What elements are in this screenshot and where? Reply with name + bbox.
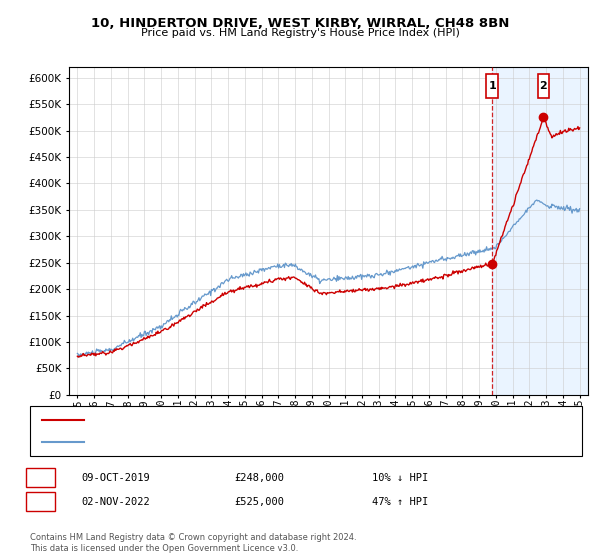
Text: 2: 2 <box>539 81 547 91</box>
Text: 1: 1 <box>37 473 44 483</box>
Text: Price paid vs. HM Land Registry's House Price Index (HPI): Price paid vs. HM Land Registry's House … <box>140 28 460 38</box>
Text: 10, HINDERTON DRIVE, WEST KIRBY, WIRRAL, CH48 8BN: 10, HINDERTON DRIVE, WEST KIRBY, WIRRAL,… <box>91 17 509 30</box>
Text: 10% ↓ HPI: 10% ↓ HPI <box>372 473 428 483</box>
Text: £248,000: £248,000 <box>234 473 284 483</box>
Text: 10, HINDERTON DRIVE, WEST KIRBY, WIRRAL, CH48 8BN (detached house): 10, HINDERTON DRIVE, WEST KIRBY, WIRRAL,… <box>90 415 455 425</box>
Text: 02-NOV-2022: 02-NOV-2022 <box>81 497 150 507</box>
Text: 09-OCT-2019: 09-OCT-2019 <box>81 473 150 483</box>
Text: 2: 2 <box>37 497 44 507</box>
Text: 1: 1 <box>488 81 496 91</box>
FancyBboxPatch shape <box>487 74 498 99</box>
Text: HPI: Average price, detached house, Wirral: HPI: Average price, detached house, Wirr… <box>90 437 299 447</box>
Text: 47% ↑ HPI: 47% ↑ HPI <box>372 497 428 507</box>
Text: Contains HM Land Registry data © Crown copyright and database right 2024.
This d: Contains HM Land Registry data © Crown c… <box>30 533 356 553</box>
Text: £525,000: £525,000 <box>234 497 284 507</box>
FancyBboxPatch shape <box>538 74 550 99</box>
Bar <box>492 67 588 395</box>
